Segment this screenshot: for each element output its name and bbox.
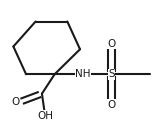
Text: OH: OH — [37, 111, 53, 121]
Text: O: O — [12, 97, 20, 107]
Text: S: S — [108, 69, 115, 79]
Text: O: O — [108, 39, 116, 49]
Text: NH: NH — [75, 69, 91, 79]
Text: O: O — [108, 100, 116, 110]
